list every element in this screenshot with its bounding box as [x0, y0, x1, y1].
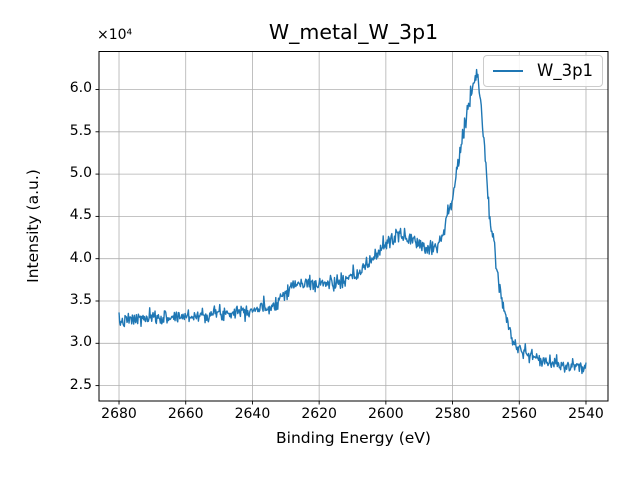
axes-spines: [98, 51, 609, 402]
y-tick-label-3.5: 3.5: [69, 291, 92, 308]
legend: W_3p1: [483, 55, 603, 87]
x-tick-label-2640: 2640: [234, 406, 271, 422]
x-tick-label-2680: 2680: [101, 406, 137, 422]
y-tick-label-4.5: 4.5: [69, 207, 92, 224]
x-tick-label-2660: 2660: [167, 406, 204, 422]
x-axis-label: Binding Energy (eV): [276, 429, 431, 447]
legend-label: W_3p1: [537, 60, 594, 80]
x-tick-label-2600: 2600: [368, 406, 404, 422]
y-axis-offset-label: ×10⁴: [97, 27, 133, 43]
x-tick-label-2580: 2580: [434, 406, 471, 422]
y-tick-label-5.0: 5.0: [69, 165, 92, 182]
y-tick-label-5.5: 5.5: [69, 122, 92, 139]
x-tick-label-2620: 2620: [301, 406, 337, 422]
y-tick-label-3.0: 3.0: [69, 334, 92, 351]
chart-title: W_metal_W_3p1: [268, 20, 439, 44]
grid-lines: [99, 51, 608, 401]
x-tick-label-2540: 2540: [568, 406, 604, 422]
tick-marks: [95, 89, 587, 405]
legend-line-sample-icon: [493, 70, 523, 72]
y-tick-label-6.0: 6.0: [69, 80, 92, 97]
y-axis-label: Intensity (a.u.): [24, 169, 42, 283]
y-tick-label-4.0: 4.0: [69, 249, 92, 266]
x-tick-label-2560: 2560: [501, 406, 538, 422]
y-tick-label-2.5: 2.5: [69, 376, 92, 393]
spectrum-line: [118, 68, 587, 375]
